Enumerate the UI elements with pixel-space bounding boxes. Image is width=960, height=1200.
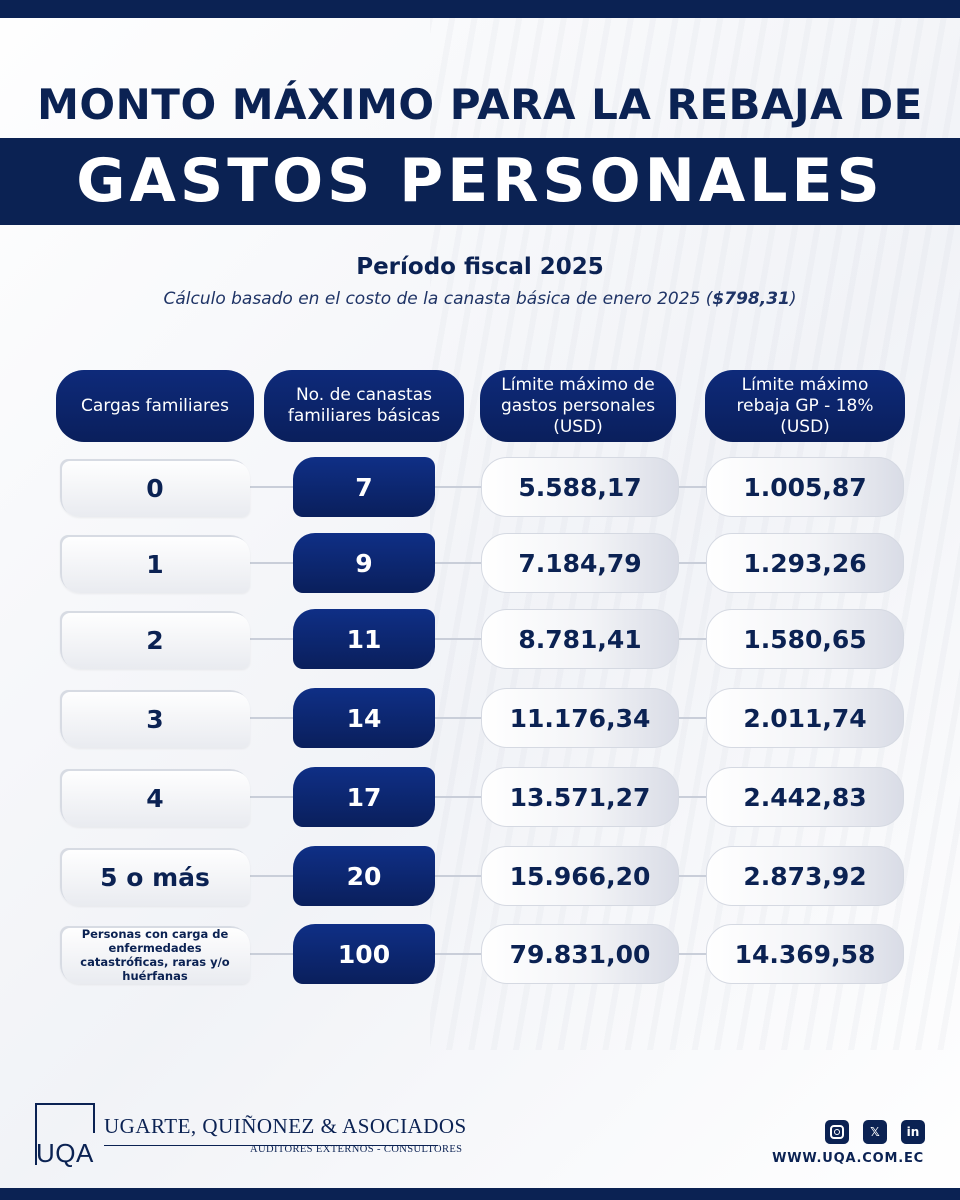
- cell-rebaja: 1.293,26: [706, 533, 904, 593]
- cell-canastas: 9: [293, 533, 435, 593]
- cell-canastas: 14: [293, 688, 435, 748]
- firm-tagline: AUDITORES EXTERNOS - CONSULTORES: [250, 1144, 463, 1155]
- cell-canastas: 11: [293, 609, 435, 669]
- cell-cargas: 5 o más: [60, 848, 250, 906]
- cell-cargas: 3: [60, 690, 250, 748]
- cell-cargas: 0: [60, 459, 250, 517]
- title-band: [0, 138, 960, 225]
- bottom-bar: [0, 1188, 960, 1200]
- cell-rebaja: 14.369,58: [706, 924, 904, 984]
- x-icon[interactable]: 𝕏: [863, 1120, 887, 1144]
- column-header-canastas: No. de canastas familiares básicas: [264, 370, 464, 442]
- linkedin-icon[interactable]: in: [901, 1120, 925, 1144]
- cell-cargas: Personas con carga de enfermedades catas…: [60, 926, 250, 984]
- table-row: 2 11 8.781,41 1.580,65: [0, 609, 960, 669]
- cell-rebaja: 1.580,65: [706, 609, 904, 669]
- cell-limite: 11.176,34: [481, 688, 679, 748]
- cell-cargas: 1: [60, 535, 250, 593]
- table-row: 0 7 5.588,17 1.005,87: [0, 457, 960, 517]
- top-bar: [0, 0, 960, 18]
- logo: UQA: [36, 1138, 94, 1168]
- table-row: 1 9 7.184,79 1.293,26: [0, 533, 960, 593]
- cell-limite: 8.781,41: [481, 609, 679, 669]
- firm-name: UGARTE, QUIÑONEZ & ASOCIADOS: [104, 1114, 467, 1138]
- cell-limite: 15.966,20: [481, 846, 679, 906]
- cell-canastas: 20: [293, 846, 435, 906]
- column-header-cargas: Cargas familiares: [56, 370, 254, 442]
- cell-limite: 7.184,79: [481, 533, 679, 593]
- calculation-note: Cálculo basado en el costo de la canasta…: [163, 289, 797, 309]
- fiscal-period: Período fiscal 2025: [356, 254, 604, 280]
- cell-canastas: 100: [293, 924, 435, 984]
- title-line-2: GASTOS PERSONALES: [76, 146, 884, 216]
- divider: [104, 1145, 438, 1146]
- cell-rebaja: 2.442,83: [706, 767, 904, 827]
- cell-rebaja: 1.005,87: [706, 457, 904, 517]
- column-header-rebaja: Límite máximo rebaja GP - 18% (USD): [705, 370, 905, 442]
- cell-limite: 5.588,17: [481, 457, 679, 517]
- cell-rebaja: 2.873,92: [706, 846, 904, 906]
- cell-cargas: 2: [60, 611, 250, 669]
- title-line-1: MONTO MÁXIMO PARA LA REBAJA DE: [37, 80, 923, 129]
- logo-frame: [35, 1103, 95, 1165]
- table-row: 3 14 11.176,34 2.011,74: [0, 688, 960, 748]
- cell-rebaja: 2.011,74: [706, 688, 904, 748]
- instagram-icon[interactable]: [825, 1120, 849, 1144]
- cell-limite: 79.831,00: [481, 924, 679, 984]
- column-header-limite: Límite máximo de gastos personales (USD): [480, 370, 676, 442]
- table-row: 5 o más 20 15.966,20 2.873,92: [0, 846, 960, 906]
- cell-cargas: 4: [60, 769, 250, 827]
- website-link[interactable]: WWW.UQA.COM.EC: [772, 1151, 924, 1166]
- table-row: Personas con carga de enfermedades catas…: [0, 924, 960, 984]
- basket-cost: $798,31: [712, 289, 790, 309]
- cell-limite: 13.571,27: [481, 767, 679, 827]
- cell-canastas: 7: [293, 457, 435, 517]
- table-row: 4 17 13.571,27 2.442,83: [0, 767, 960, 827]
- cell-canastas: 17: [293, 767, 435, 827]
